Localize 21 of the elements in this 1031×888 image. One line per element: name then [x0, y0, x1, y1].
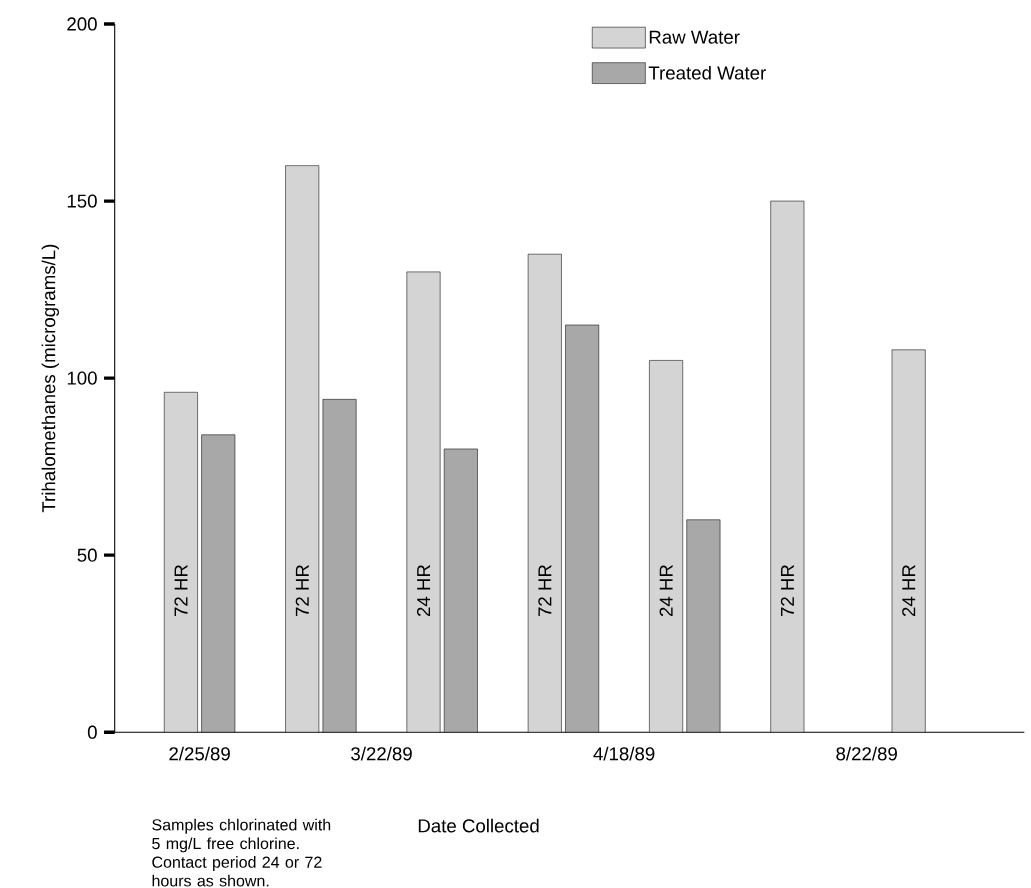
y-axis-title: Trihalomethanes (micrograms/L): [41, 244, 60, 513]
legend-label: Raw Water: [649, 30, 740, 44]
x-tick-label: 72 HR: [538, 564, 552, 616]
y-tick-label: 100: [67, 371, 97, 385]
y-tick-label: 200: [67, 17, 97, 31]
x-tick-label: 72 HR: [174, 564, 188, 616]
y-tick-label: 150: [67, 194, 97, 208]
x-tick-label: 72 HR: [295, 564, 309, 616]
text: 3/22/89: [351, 746, 412, 761]
x-tick-label: 72 HR: [780, 564, 794, 616]
legend-label: Treated Water: [648, 65, 766, 80]
text: 4/18/89: [593, 746, 655, 761]
x-tick-label: 24 HR: [902, 564, 916, 616]
text: Samples chlorinated with 5 mg/L free chlorine. Contact period 24 or 72 hours as shown.: [152, 818, 331, 887]
y-tick-label: 50: [77, 548, 97, 562]
x-tick-label: 24 HR: [416, 564, 431, 616]
x-axis-title: Date Collected: [418, 818, 539, 833]
text: 2/25/89: [169, 746, 230, 761]
x-tick-label: 24 HR: [659, 564, 673, 616]
y-tick-label: 0: [87, 725, 97, 739]
text: 8/22/89: [836, 746, 897, 761]
